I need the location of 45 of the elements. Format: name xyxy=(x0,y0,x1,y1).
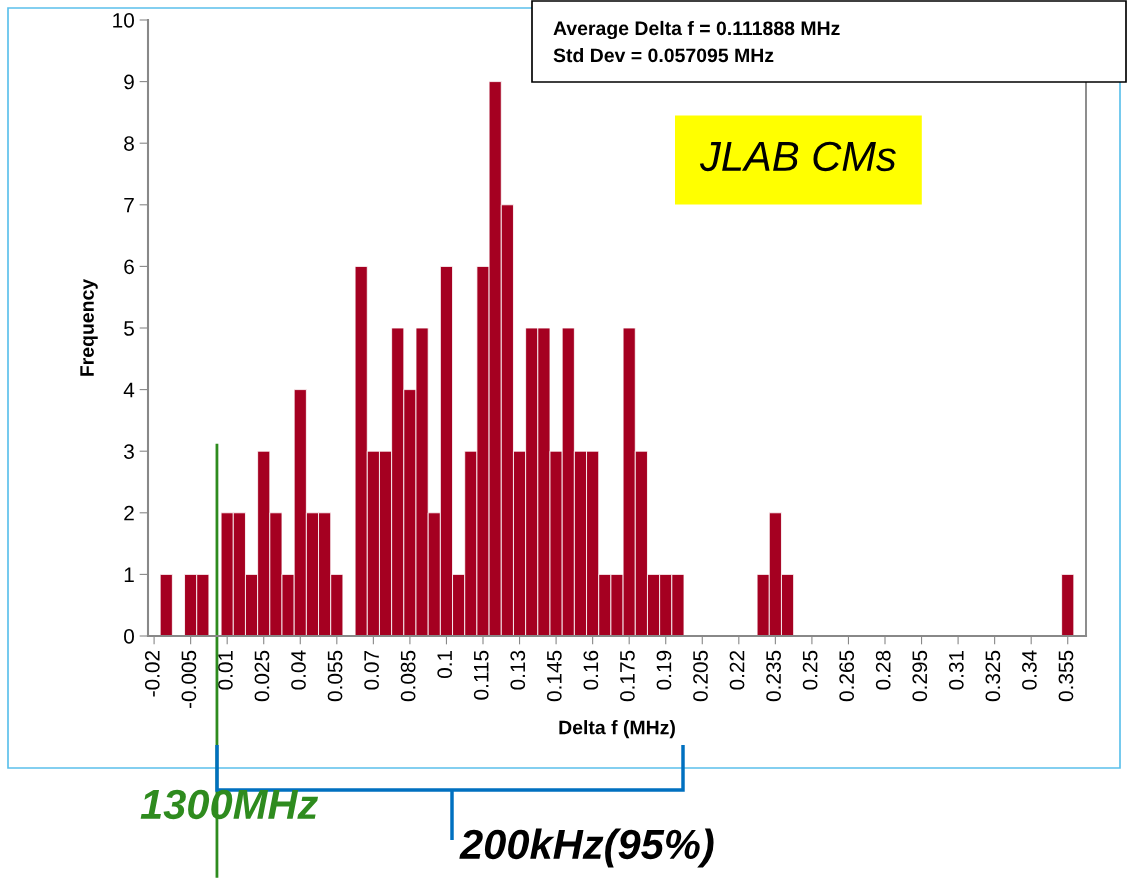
x-tick-label: 0.145 xyxy=(546,650,562,702)
x-tick-label: -0.005 xyxy=(181,650,197,709)
annotation: Std Dev = 0.057095 MHz xyxy=(553,47,774,63)
x-tick-label: 0.175 xyxy=(620,650,635,702)
x-tick-label: 0.1 xyxy=(437,650,453,679)
y-tick-label: 9 xyxy=(124,74,134,90)
x-tick-label: 0.325 xyxy=(985,650,1001,702)
y-tick-label: 2 xyxy=(124,505,134,521)
annotation: Average Delta f = 0.111888 MHz xyxy=(553,20,840,40)
x-tick-label: 0.01 xyxy=(218,650,233,690)
y-axis-title: Frequency xyxy=(80,278,98,376)
x-tick-label: 0.28 xyxy=(875,650,891,690)
x-tick-label: 0.22 xyxy=(729,650,745,690)
x-axis-title: Delta f (MHz) xyxy=(559,720,675,739)
bar xyxy=(1061,573,1075,636)
x-tick-label: 0.115 xyxy=(473,650,489,700)
text: 200kHz(95%) xyxy=(459,828,714,868)
x-tick-label: 0.055 xyxy=(327,650,343,702)
x-tick-label: 0.31 xyxy=(948,650,964,690)
y-tick-label: 10 xyxy=(113,13,134,28)
x-tick-label: 0.025 xyxy=(254,650,270,702)
y-tick-label: 3 xyxy=(124,444,134,459)
x-tick-label: 0.07 xyxy=(364,650,379,690)
x-tick-label: 0.205 xyxy=(693,650,708,702)
x-tick-label: 0.25 xyxy=(802,650,818,690)
x-tick-label: 0.355 xyxy=(1058,650,1074,702)
bar xyxy=(159,573,173,636)
x-tick-label: 0.04 xyxy=(291,650,306,690)
x-tick-label: 0.34 xyxy=(1022,650,1037,690)
y-tick-label: 6 xyxy=(124,259,134,275)
x-tick-label: 0.085 xyxy=(400,650,416,702)
annotation: JLAB CMs xyxy=(699,141,896,172)
y-tick-label: 0 xyxy=(124,629,134,644)
x-tick-label: 0.295 xyxy=(912,650,928,702)
y-tick-label: 8 xyxy=(124,136,134,151)
x-tick-label: -0.02 xyxy=(144,650,160,697)
y-tick-label: 5 xyxy=(124,321,134,336)
x-tick-label: 0.19 xyxy=(656,650,672,690)
x-tick-label: 0.13 xyxy=(510,650,526,690)
y-tick-label: 7 xyxy=(124,198,134,213)
x-tick-label: 0.265 xyxy=(839,650,855,702)
x-tick-label: 0.235 xyxy=(766,650,781,702)
x-tick-label: 0.16 xyxy=(583,650,599,690)
y-tick-label: 4 xyxy=(123,382,135,398)
y-tick-label: 1 xyxy=(124,567,134,582)
